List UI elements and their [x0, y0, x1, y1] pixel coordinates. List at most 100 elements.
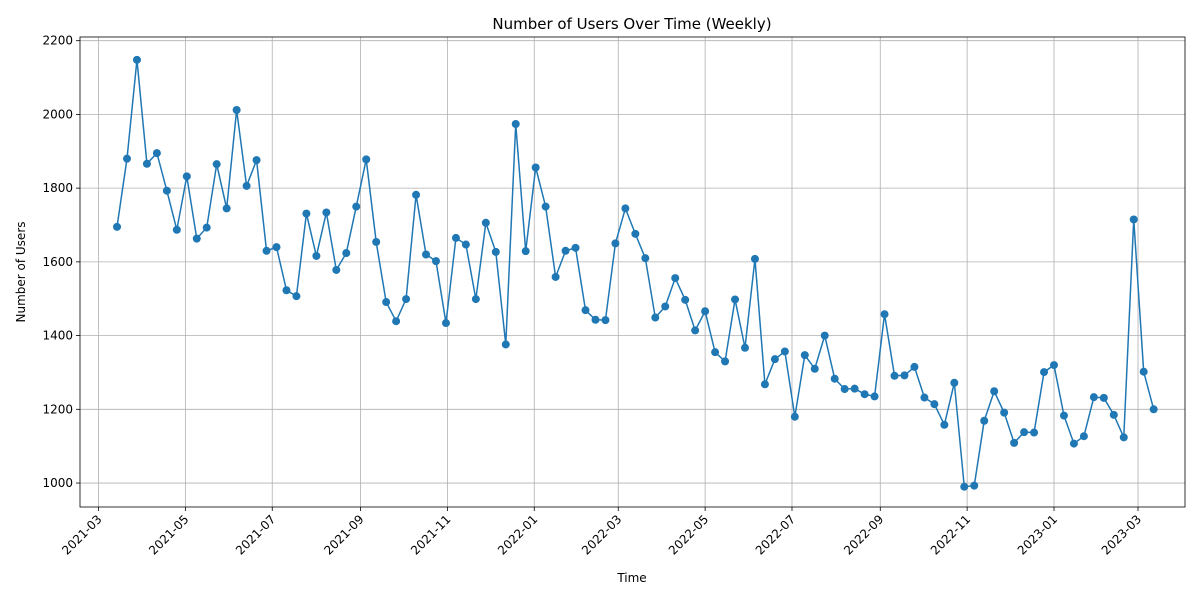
y-tick-label: 1600 [42, 255, 73, 269]
y-axis-label: Number of Users [14, 221, 28, 322]
x-tick-label: 2021-07 [233, 512, 278, 557]
data-point [312, 251, 321, 260]
data-point [711, 348, 720, 357]
data-point [1079, 432, 1088, 441]
x-tick-label: 2023-01 [1015, 512, 1060, 557]
data-point [531, 163, 540, 172]
data-point [631, 229, 640, 238]
data-point [740, 343, 749, 352]
data-point [840, 385, 849, 394]
data-points [113, 55, 1158, 491]
data-point [422, 250, 431, 259]
data-point [1129, 215, 1138, 224]
data-point [481, 218, 490, 227]
data-point [820, 331, 829, 340]
data-point [491, 247, 500, 256]
data-point [132, 55, 141, 64]
data-point [611, 239, 620, 248]
x-tick-label: 2022-03 [579, 512, 624, 557]
data-point [202, 223, 211, 232]
data-point [541, 202, 550, 211]
x-tick-label: 2022-09 [841, 512, 886, 557]
data-point [1000, 408, 1009, 417]
y-tick-label: 1000 [42, 476, 73, 490]
data-point [352, 202, 361, 211]
data-point [731, 295, 740, 304]
data-point [1069, 439, 1078, 448]
data-point [451, 233, 460, 242]
x-tick-label: 2022-05 [666, 512, 711, 557]
data-point [192, 234, 201, 243]
data-point [691, 326, 700, 335]
grid-lines [80, 37, 1185, 507]
data-point [571, 243, 580, 252]
data-point [790, 412, 799, 421]
y-tick-label: 1800 [42, 181, 73, 195]
data-point [152, 149, 161, 158]
data-point [920, 393, 929, 402]
data-point [930, 400, 939, 409]
x-tick-label: 2023-03 [1099, 512, 1144, 557]
y-tick-label: 1200 [42, 402, 73, 416]
data-point [282, 286, 291, 295]
data-point [800, 351, 809, 360]
data-point [511, 120, 520, 128]
chart-title: Number of Users Over Time (Weekly) [492, 15, 771, 33]
data-point [900, 371, 909, 380]
data-point [1059, 411, 1068, 420]
data-point [242, 181, 251, 190]
y-tick-label: 2000 [42, 107, 73, 121]
data-point [1149, 405, 1158, 414]
data-point [1020, 428, 1029, 437]
data-point [1049, 361, 1058, 370]
data-point [1119, 433, 1128, 442]
data-point [142, 159, 151, 168]
data-point [252, 156, 261, 165]
x-tick-label: 2021-03 [59, 512, 104, 557]
data-point [561, 246, 570, 255]
data-point [262, 246, 271, 255]
x-axis-label: Time [616, 571, 646, 585]
data-point [551, 272, 560, 281]
data-point [870, 392, 879, 401]
axis-ticks: 2021-03 2021-05 2021-07 2021-09 2021-11 2022-… [42, 34, 1144, 558]
data-point [113, 222, 122, 231]
data-point [990, 387, 999, 396]
data-point [850, 384, 859, 393]
data-point [1099, 393, 1108, 402]
y-tick-label: 2200 [42, 34, 73, 48]
data-point [780, 347, 789, 356]
data-point [1030, 428, 1039, 437]
data-point [701, 307, 710, 316]
data-point [292, 292, 301, 301]
plot-frame [79, 36, 1186, 508]
data-point [122, 154, 131, 163]
data-point [471, 295, 480, 304]
data-point [501, 340, 510, 349]
data-point [431, 257, 440, 266]
data-point [750, 254, 759, 263]
data-point [860, 390, 869, 399]
data-point [461, 240, 470, 249]
data-point [382, 298, 391, 307]
data-point [661, 302, 670, 311]
data-point [372, 237, 381, 246]
data-point [601, 316, 610, 325]
data-point [1040, 368, 1049, 377]
data-point [681, 295, 690, 304]
data-point [810, 364, 819, 373]
data-point [212, 160, 221, 169]
data-point [910, 362, 919, 371]
data-point [302, 209, 311, 218]
data-point [960, 482, 969, 491]
data-point [402, 295, 411, 304]
data-point [950, 378, 959, 387]
data-point [970, 481, 979, 490]
x-tick-label: 2021-11 [408, 512, 453, 557]
data-point [232, 105, 241, 114]
data-point [591, 315, 600, 324]
data-point [890, 371, 899, 380]
data-point [581, 306, 590, 315]
data-point [1109, 410, 1118, 419]
